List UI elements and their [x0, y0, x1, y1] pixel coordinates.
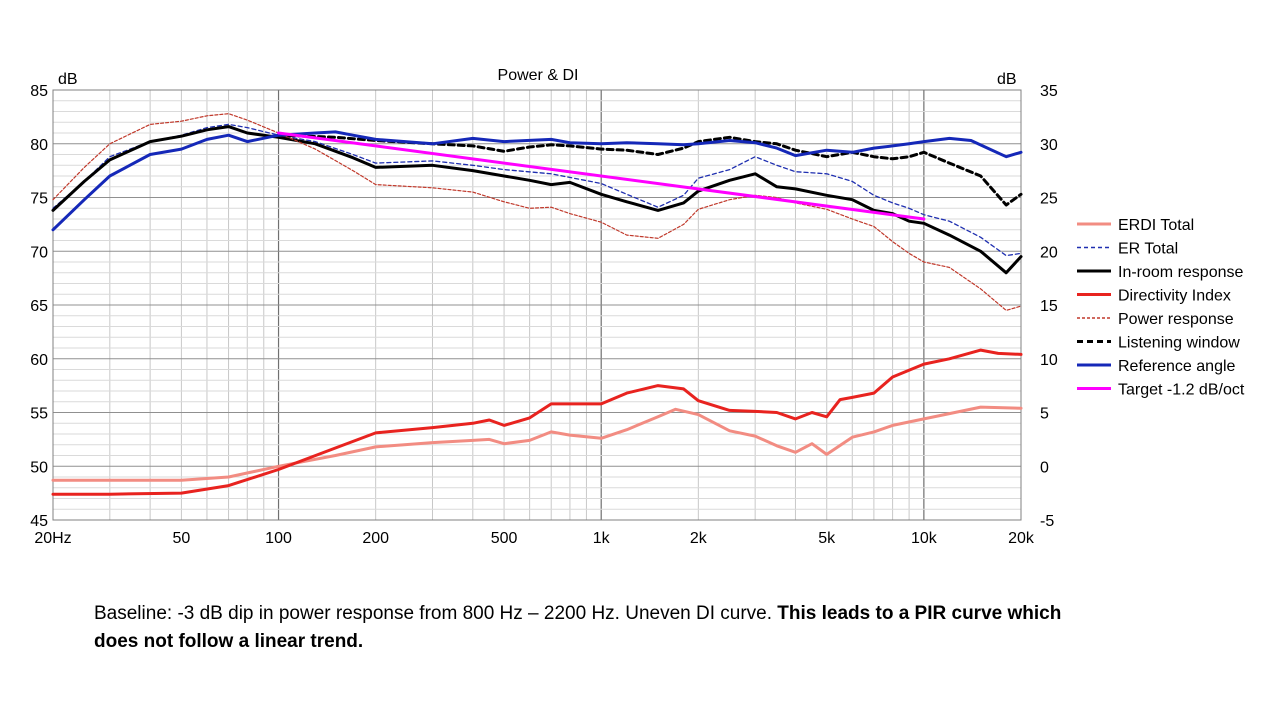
y-left-tick-label: 45 [30, 513, 48, 530]
x-tick-label: 2k [690, 530, 708, 547]
y-left-tick-label: 65 [30, 298, 48, 315]
y-right-tick-label: 5 [1040, 406, 1049, 423]
y-left-tick-label: 60 [30, 352, 48, 369]
series-line-power-response [52, 113, 1022, 311]
x-tick-label: 200 [362, 530, 389, 547]
chart-title: Power & DI [498, 67, 579, 84]
series-lines [51, 113, 1023, 496]
y-right-tick-label: 10 [1040, 352, 1058, 369]
x-tick-label: 10k [911, 530, 938, 547]
axis-ticks: 20Hz 50 100 200 500 1k 2k 5k 10k 20k4550556065707… [30, 83, 1058, 547]
caption-bold-text: This leads to a PIR curve which does not… [94, 603, 1062, 652]
series-line-listening-window [277, 133, 1023, 207]
x-tick-label: 20k [1008, 530, 1035, 547]
legend-label: Power response [1118, 311, 1234, 328]
legend-label: Directivity Index [1118, 288, 1231, 305]
x-tick-label: 5k [818, 530, 836, 547]
series-line-erdi-total [51, 405, 1023, 482]
y-right-tick-label: 25 [1040, 191, 1058, 208]
y-right-tick-label: 0 [1040, 459, 1049, 476]
x-tick-label: 50 [173, 530, 191, 547]
grid [53, 90, 1021, 520]
series-line-er-total [52, 123, 1022, 257]
series-line-directivity-index [51, 348, 1023, 496]
y-left-tick-label: 75 [30, 191, 48, 208]
y-left-tick-label: 85 [30, 83, 48, 100]
legend-label: Reference angle [1118, 358, 1236, 375]
legend-label: ER Total [1118, 241, 1178, 258]
series-line-reference-angle [51, 130, 1023, 232]
legend-label: Target -1.2 dB/oct [1118, 382, 1245, 399]
legend-label: ERDI Total [1118, 217, 1194, 234]
x-tick-label: 100 [265, 530, 292, 547]
left-axis-unit: dB [58, 71, 78, 88]
legend-label: Listening window [1118, 335, 1240, 352]
y-right-tick-label: 15 [1040, 298, 1058, 315]
x-tick-label: 20Hz [34, 530, 71, 547]
caption-text: Baseline: -3 dB dip in power response fr… [94, 603, 778, 624]
y-right-tick-label: 20 [1040, 244, 1058, 261]
x-tick-label: 1k [593, 530, 611, 547]
y-right-tick-label: -5 [1040, 513, 1054, 530]
legend: ERDI Total ER Total In-room response Direct… [1077, 217, 1245, 399]
y-left-tick-label: 80 [30, 137, 48, 154]
y-left-tick-label: 70 [30, 244, 48, 261]
y-left-tick-label: 55 [30, 406, 48, 423]
plot-frame [52, 89, 1022, 521]
y-left-tick-label: 50 [30, 459, 48, 476]
right-axis-unit: dB [997, 71, 1017, 88]
series-line-target-1-2-db-oct [277, 131, 926, 221]
y-right-tick-label: 35 [1040, 83, 1058, 100]
x-tick-label: 500 [491, 530, 518, 547]
caption: Baseline: -3 dB dip in power response fr… [94, 600, 1094, 656]
legend-label: In-room response [1118, 264, 1243, 281]
power-di-chart: Power & DI dB dB 20Hz 50 100 200 500 1k 2k 5k 10… [30, 67, 1245, 547]
y-right-tick-label: 30 [1040, 137, 1058, 154]
